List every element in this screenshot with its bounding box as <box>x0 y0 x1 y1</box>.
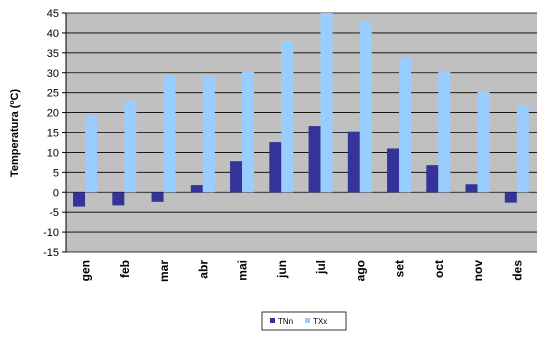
y-tick-label: 40 <box>47 28 59 40</box>
y-tick-label: 25 <box>47 88 59 100</box>
bar-tnn-ago <box>347 131 360 193</box>
x-tick-label-set: set <box>393 260 407 277</box>
legend-label-tnn: TNn <box>278 317 293 326</box>
x-tick-label-gen: gen <box>79 260 93 281</box>
bar-tnn-abr <box>190 185 203 193</box>
bar-txx-des <box>516 105 529 193</box>
y-axis-label: Temperatura (ºC) <box>9 89 21 177</box>
bar-txx-abr <box>202 76 215 193</box>
bar-txx-mar <box>163 75 176 193</box>
y-tick-label: 30 <box>47 68 59 80</box>
bar-txx-gen <box>85 115 98 193</box>
y-tick-label: 10 <box>47 147 59 159</box>
legend-box <box>261 311 347 331</box>
bar-tnn-jul <box>308 126 321 193</box>
bar-txx-mai <box>242 71 255 193</box>
x-tick-label-jul: jul <box>314 260 328 275</box>
bar-txx-jul <box>320 13 333 193</box>
x-tick-label-mar: mar <box>157 260 171 282</box>
y-tick-label: -10 <box>43 227 59 239</box>
bar-txx-set <box>399 57 412 193</box>
y-tick-label: 0 <box>53 187 59 199</box>
bar-tnn-feb <box>112 192 125 206</box>
y-tick-label: 5 <box>53 167 59 179</box>
x-tick-label-abr: abr <box>196 260 210 279</box>
bar-txx-oct <box>438 71 451 193</box>
bar-tnn-set <box>387 148 400 193</box>
bar-tnn-mai <box>230 161 243 193</box>
x-tick-label-feb: feb <box>118 260 132 278</box>
y-tick-label: 20 <box>47 108 59 120</box>
gridlines <box>66 12 537 253</box>
x-tick-label-des: des <box>510 260 524 281</box>
bar-tnn-jun <box>269 142 282 193</box>
bar-txx-feb <box>124 100 137 193</box>
bar-txx-jun <box>281 41 294 193</box>
legend-swatch-txx <box>305 318 310 323</box>
y-tick-label: 15 <box>47 128 59 140</box>
x-tick-label-jun: jun <box>275 260 289 279</box>
x-tick-label-nov: nov <box>471 260 485 282</box>
y-tick-label: -15 <box>43 247 59 259</box>
bar-tnn-nov <box>465 184 478 193</box>
bar-tnn-mar <box>151 192 164 202</box>
y-tick-label: 45 <box>47 8 59 20</box>
legend-swatch-tnn <box>270 318 275 323</box>
legend-label-txx: TXx <box>313 317 327 326</box>
bar-txx-ago <box>359 20 372 193</box>
bar-tnn-gen <box>73 192 86 207</box>
bar-txx-nov <box>477 91 490 193</box>
bar-tnn-des <box>504 192 517 203</box>
x-tick-label-mai: mai <box>236 260 250 281</box>
bars <box>73 13 529 207</box>
y-tick-label: 35 <box>47 48 59 60</box>
legend: TNn TXx <box>261 311 347 331</box>
y-axis-ticks: -15 -10 -5 0 5 10 15 20 25 30 35 40 45 <box>43 8 66 259</box>
bar-tnn-oct <box>426 165 439 193</box>
x-tick-label-oct: oct <box>432 260 446 278</box>
x-tick-label-ago: ago <box>353 260 367 281</box>
y-tick-label: -5 <box>49 207 59 219</box>
x-axis-labels: gen feb mar abr mai jun jul ago set oct nov des <box>79 260 525 282</box>
